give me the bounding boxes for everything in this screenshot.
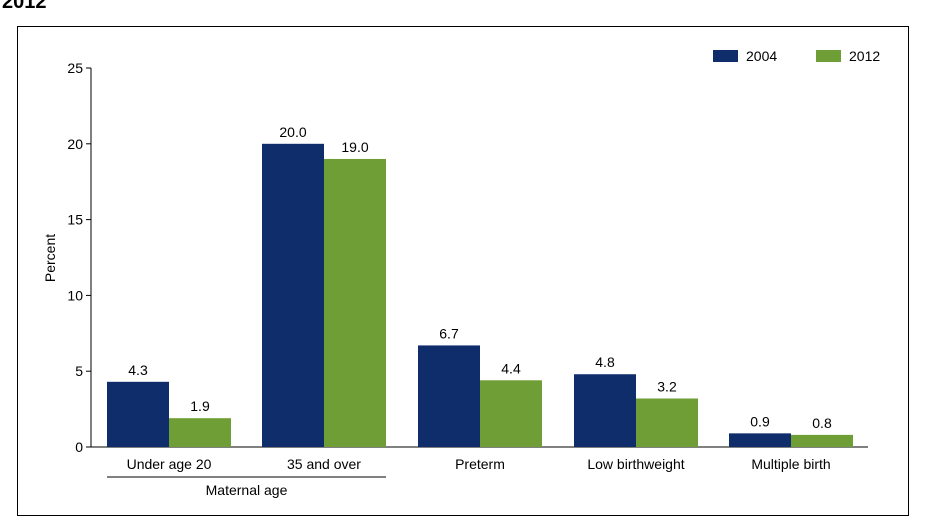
data-label: 0.8 <box>812 415 832 431</box>
y-axis-label: Percent <box>42 234 58 282</box>
bar-2004 <box>574 374 636 447</box>
x-category-label: Multiple birth <box>751 456 830 472</box>
bar-2012 <box>636 398 698 447</box>
data-label: 4.8 <box>595 354 615 370</box>
y-tick-label: 15 <box>67 212 83 228</box>
y-tick-label: 5 <box>75 363 83 379</box>
y-tick-label: 25 <box>67 60 83 76</box>
x-category-label: Under age 20 <box>127 456 212 472</box>
legend-swatch-2012 <box>816 50 841 62</box>
x-category-label: 35 and over <box>287 456 361 472</box>
data-label: 6.7 <box>439 325 459 341</box>
data-label: 4.4 <box>501 360 521 376</box>
data-label: 3.2 <box>657 378 677 394</box>
data-label: 0.9 <box>750 413 770 429</box>
legend-swatch-2004 <box>713 50 738 62</box>
y-tick-label: 20 <box>67 136 83 152</box>
bar-2012 <box>480 380 542 447</box>
y-tick-label: 0 <box>75 439 83 455</box>
bar-2012 <box>791 434 853 447</box>
y-tick-label: 10 <box>67 287 83 303</box>
x-category-label: Preterm <box>455 456 505 472</box>
bar-2004 <box>107 381 169 447</box>
chart-frame <box>17 26 909 516</box>
bar-2004 <box>262 143 324 448</box>
data-label: 4.3 <box>128 362 148 378</box>
chart-title-fragment: 2012 <box>2 0 47 13</box>
data-label: 20.0 <box>279 124 306 140</box>
x-category-label: Low birthweight <box>587 456 684 472</box>
bar-2012 <box>169 418 231 447</box>
bar-2004 <box>418 345 480 447</box>
data-label: 1.9 <box>190 398 210 414</box>
data-label: 19.0 <box>341 139 368 155</box>
legend-label: 2012 <box>849 48 880 64</box>
legend-label: 2004 <box>746 48 777 64</box>
bar-2012 <box>324 158 386 447</box>
category-group-label: Maternal age <box>206 482 288 498</box>
bar-2004 <box>729 433 791 447</box>
